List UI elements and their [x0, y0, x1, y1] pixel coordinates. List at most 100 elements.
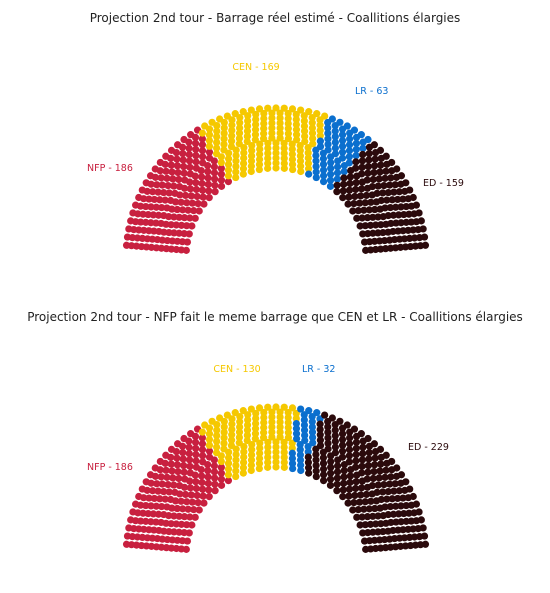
seat-nfp [152, 203, 160, 211]
seat-ed [395, 188, 403, 196]
seat-nfp [185, 157, 194, 165]
seat-ed [417, 217, 425, 225]
seat-cen [296, 157, 305, 165]
seat-nfp [199, 492, 207, 500]
seat-ed [402, 501, 410, 510]
seat-ed [361, 498, 369, 506]
seat-nfp [186, 185, 195, 193]
seat-nfp [150, 195, 158, 204]
seat-cen [252, 419, 260, 428]
seat-ed [345, 186, 354, 194]
seat-nfp [156, 196, 164, 204]
seat-nfp [205, 187, 213, 195]
seat-nfp [140, 494, 148, 502]
seat-nfp [140, 195, 148, 203]
seat-ed [333, 462, 342, 470]
seat-ed [324, 439, 332, 447]
seat-nfp [198, 440, 207, 448]
seat-nfp [177, 198, 185, 206]
seat-cen [224, 155, 233, 163]
seat-nfp [154, 188, 162, 196]
seat-cen [205, 125, 214, 133]
seat-nfp [180, 513, 189, 521]
seat-lr [293, 435, 301, 443]
seat-ed [319, 471, 328, 479]
seat-cen [297, 162, 305, 170]
seat-ed [375, 474, 383, 482]
seat-ed [389, 510, 398, 518]
seat-ed [365, 455, 373, 463]
seat-nfp [180, 468, 188, 476]
seat-cen [276, 413, 284, 421]
seat-cen [205, 136, 214, 145]
seat-cen [268, 124, 276, 132]
seat-ed [369, 512, 377, 520]
seat-nfp [210, 456, 218, 464]
seat-cen [276, 428, 284, 436]
seat-cen [276, 124, 284, 132]
seat-nfp [161, 160, 169, 168]
seat-cen [236, 113, 244, 122]
seat-cen [288, 150, 296, 158]
seat-ed [370, 461, 379, 469]
seat-nfp [165, 512, 173, 520]
seat-lr [331, 144, 340, 152]
seat-cen [220, 135, 228, 143]
seat-nfp [185, 138, 193, 146]
seat-cen [243, 431, 251, 439]
seat-ed [350, 425, 359, 433]
seat-nfp [165, 213, 173, 221]
seat-nfp [139, 509, 147, 517]
seat-nfp [180, 230, 188, 238]
seat-nfp [149, 510, 157, 518]
seat-lr [319, 172, 328, 180]
seat-ed [367, 198, 375, 206]
seat-nfp [179, 149, 187, 158]
seat-cen [272, 438, 280, 446]
seat-lr [333, 163, 342, 171]
seat-lr [312, 173, 320, 182]
seat-cen [268, 109, 276, 117]
seat-ed [312, 461, 320, 469]
seat-nfp [197, 167, 205, 175]
seat-cen [288, 145, 296, 153]
seat-lr [297, 466, 305, 475]
seat-lr [308, 418, 316, 426]
seat-lr [338, 154, 347, 162]
seat-ed [377, 221, 385, 229]
seat-ed [336, 417, 344, 425]
seat-cen [236, 423, 244, 431]
seat-ed [421, 241, 430, 249]
seat-nfp [134, 210, 142, 218]
seat-ed [359, 230, 367, 238]
seat-cen [236, 418, 244, 426]
seat-ed [353, 214, 361, 222]
seat-ed [397, 203, 405, 211]
seat-lr [324, 129, 332, 137]
chart-1-title: Projection 2nd tour - Barrage réel estim… [90, 11, 461, 25]
seat-ed [352, 457, 360, 465]
seat-nfp [147, 180, 155, 188]
seat-ed [328, 414, 336, 422]
seat-ed [351, 484, 360, 493]
seat-ed [312, 450, 320, 459]
seat-lr [345, 159, 353, 167]
seat-cen [264, 164, 272, 172]
seat-nfp [150, 494, 158, 503]
seat-ed [402, 478, 410, 486]
seat-lr [319, 160, 328, 168]
seat-nfp [211, 175, 219, 183]
seat-cen [252, 115, 260, 124]
seat-nfp [211, 188, 219, 196]
seat-ed [360, 505, 368, 513]
seat-cen [205, 441, 214, 449]
chart-2: Projection 2nd tour - NFP fait le meme b… [27, 310, 523, 553]
seat-cen [198, 428, 206, 436]
seat-ed [382, 451, 390, 459]
seat-ed [339, 493, 347, 501]
seat-nfp [205, 194, 213, 202]
seat-cen [308, 124, 316, 132]
seat-ed [353, 513, 361, 521]
seat-cen [272, 463, 280, 471]
seat-cen [247, 152, 256, 160]
